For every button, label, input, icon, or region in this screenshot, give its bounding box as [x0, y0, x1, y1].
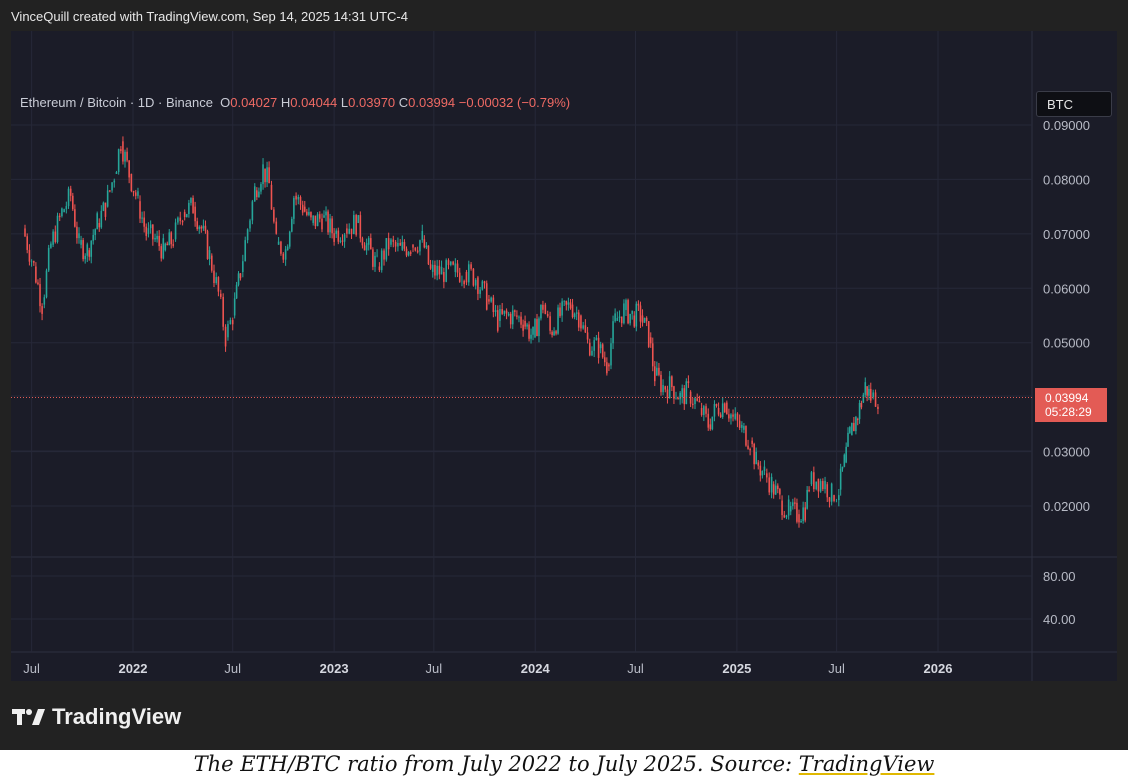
symbol-label: Ethereum / Bitcoin · 1D · Binance [20, 95, 213, 110]
chart-frame: VinceQuill created with TradingView.com,… [0, 0, 1128, 750]
currency-button[interactable]: BTC [1036, 91, 1112, 117]
price-chart[interactable]: 0.09000 0.08000 0.07000 0.06000 0.05000 0.030… [11, 31, 1117, 681]
figure-caption: The ETH/BTC ratio from July 2022 to July… [0, 752, 1128, 776]
x-tick-label: Jul [224, 661, 241, 676]
tradingview-brand[interactable]: TradingView [12, 704, 181, 730]
last-price-value: 0.03994 [1045, 391, 1089, 405]
x-tick-label: Jul [828, 661, 845, 676]
x-tick-label: Jul [23, 661, 40, 676]
x-tick-label: Jul [426, 661, 443, 676]
x-tick-label: Jul [627, 661, 644, 676]
x-tick-label: 2024 [521, 661, 551, 676]
close-label: C [398, 95, 409, 110]
volume-tick-label: 40.00 [1043, 612, 1076, 627]
last-price-tag: 0.03994 05:28:29 [1035, 388, 1107, 422]
x-tick-label: 2026 [924, 661, 953, 676]
ohlc-legend: Ethereum / Bitcoin · 1D · Binance O0.040… [20, 95, 570, 110]
change-value: −0.00032 (−0.79%) [458, 95, 571, 110]
close-value: 0.03994 [408, 95, 456, 110]
y-tick-label: 0.03000 [1043, 445, 1090, 460]
high-value: 0.04044 [290, 95, 338, 110]
volume-tick-label: 80.00 [1043, 569, 1076, 584]
caption-text: The ETH/BTC ratio from July 2022 to July… [193, 752, 799, 776]
high-label: H [280, 95, 291, 110]
x-tick-label: 2023 [320, 661, 349, 676]
x-tick-label: 2025 [722, 661, 751, 676]
open-value: 0.04027 [230, 95, 278, 110]
y-tick-label: 0.05000 [1043, 336, 1090, 351]
y-tick-label: 0.07000 [1043, 227, 1090, 242]
low-value: 0.03970 [348, 95, 396, 110]
y-tick-label: 0.08000 [1043, 172, 1090, 187]
attribution-header: VinceQuill created with TradingView.com,… [11, 9, 408, 24]
open-label: O [220, 95, 231, 110]
chart-panel[interactable]: 0.09000 0.08000 0.07000 0.06000 0.05000 0.030… [11, 31, 1117, 681]
x-tick-label: 2022 [119, 661, 148, 676]
y-tick-label: 0.09000 [1043, 118, 1090, 133]
brand-name: TradingView [52, 704, 182, 729]
caption-source-link[interactable]: TradingView [798, 752, 935, 776]
low-label: L [340, 95, 349, 110]
y-tick-label: 0.02000 [1043, 499, 1090, 514]
y-tick-label: 0.06000 [1043, 281, 1090, 296]
bar-countdown: 05:28:29 [1045, 405, 1092, 419]
tradingview-logo-icon [12, 709, 45, 725]
